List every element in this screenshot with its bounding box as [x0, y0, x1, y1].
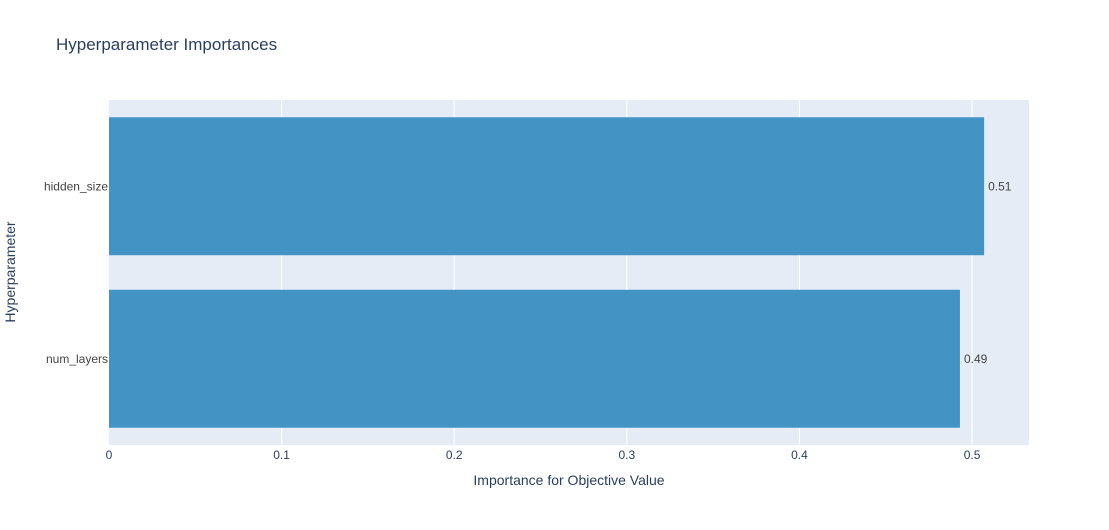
data-label: 0.49	[964, 352, 988, 366]
data-labels: 0.51 0.49	[964, 179, 1012, 366]
x-tick-label: 0.1	[273, 448, 290, 462]
bars	[109, 117, 985, 428]
y-category-label: num_layers	[46, 352, 108, 366]
x-tick-label: 0.3	[618, 448, 635, 462]
y-axis-title: Hyperparameter	[2, 221, 18, 322]
x-tick-label: 0	[106, 448, 113, 462]
bar-hidden-size[interactable]	[109, 117, 985, 256]
data-label: 0.51	[988, 179, 1012, 193]
bar-num-layers[interactable]	[109, 289, 960, 428]
x-axis-title: Importance for Objective Value	[473, 472, 664, 488]
y-axis-categories: hidden_size num_layers	[44, 179, 108, 366]
chart-title: Hyperparameter Importances	[56, 35, 277, 54]
x-tick-label: 0.5	[964, 448, 981, 462]
x-tick-label: 0.4	[791, 448, 808, 462]
x-axis-ticks: 0 0.1 0.2 0.3 0.4 0.5	[106, 448, 981, 462]
y-category-label: hidden_size	[44, 179, 108, 193]
x-tick-label: 0.2	[446, 448, 463, 462]
